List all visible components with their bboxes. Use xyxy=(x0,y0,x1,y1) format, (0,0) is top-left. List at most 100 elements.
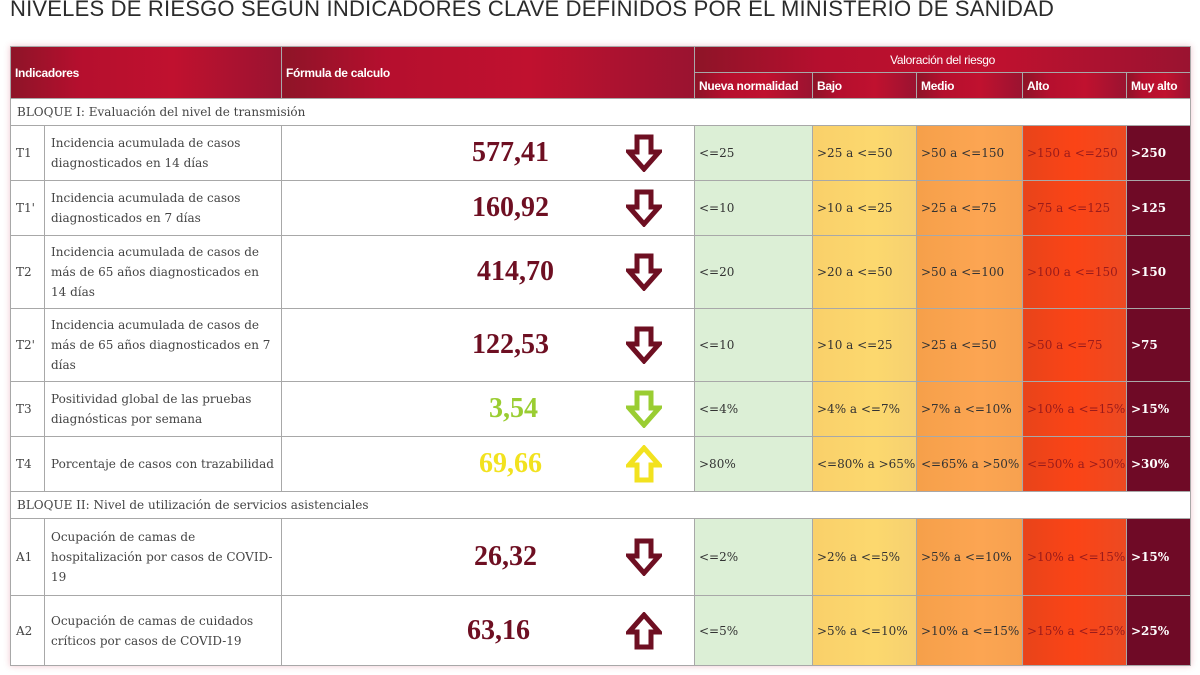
indicator-description: Incidencia acumulada de casos diagnostic… xyxy=(44,125,282,181)
range-medio: >25 a <=50 xyxy=(916,308,1023,382)
indicator-description: Ocupación de camas de hospitalización po… xyxy=(44,518,282,596)
range-alto: >15% a <=25% xyxy=(1022,595,1127,666)
range-alto: >50 a <=75 xyxy=(1022,308,1127,382)
arrow-up-outline-icon xyxy=(623,444,665,483)
range-medio: >7% a <=10% xyxy=(916,381,1023,437)
range-muy-alto: >25% xyxy=(1125,595,1192,666)
indicator-description: Positividad global de las pruebas diagnó… xyxy=(44,381,282,437)
indicator-code: T4 xyxy=(10,436,45,492)
range-nueva-normalidad: <=20 xyxy=(694,235,813,309)
formula-cell: 414,70 xyxy=(281,235,695,309)
range-nueva-normalidad: <=4% xyxy=(694,381,813,437)
formula-cell: 160,92 xyxy=(281,180,695,236)
range-bajo: >10 a <=25 xyxy=(812,180,917,236)
indicator-value: 414,70 xyxy=(477,256,554,287)
header-level-bajo: Bajo xyxy=(812,72,917,99)
block-header-row: BLOQUE I: Evaluación del nivel de transm… xyxy=(9,98,1192,126)
range-muy-alto: >150 xyxy=(1125,235,1192,309)
indicator-description: Ocupación de camas de cuidados críticos … xyxy=(44,595,282,666)
range-nueva-normalidad: <=10 xyxy=(694,180,813,236)
range-bajo: <=80% a >65% xyxy=(812,436,917,492)
range-bajo: >25 a <=50 xyxy=(812,125,917,181)
arrow-down-outline-icon xyxy=(623,134,665,173)
indicator-value: 69,66 xyxy=(479,448,542,479)
indicator-row: A1 Ocupación de camas de hospitalización … xyxy=(10,518,1192,596)
header-level-nueva-normalidad: Nueva normalidad xyxy=(694,72,813,99)
header-formula: Fórmula de calculo xyxy=(281,46,695,99)
header-valoracion: Valoración del riesgo xyxy=(693,46,1192,73)
indicator-code: T1' xyxy=(10,180,45,236)
range-medio: >50 a <=150 xyxy=(916,125,1023,181)
formula-cell: 63,16 xyxy=(281,595,695,666)
indicator-value: 160,92 xyxy=(472,192,549,223)
arrow-down-outline-icon xyxy=(623,189,665,228)
range-muy-alto: >15% xyxy=(1125,518,1192,596)
arrow-down-outline-icon xyxy=(623,538,665,577)
range-medio: >25 a <=75 xyxy=(916,180,1023,236)
range-alto: >10% a <=15% xyxy=(1022,381,1127,437)
indicator-description: Incidencia acumulada de casos de más de … xyxy=(44,308,282,382)
range-medio: >10% a <=15% xyxy=(916,595,1023,666)
formula-cell: 577,41 xyxy=(281,125,695,181)
range-nueva-normalidad: <=10 xyxy=(694,308,813,382)
indicator-row: T4 Porcentaje de casos con trazabilidad 69… xyxy=(10,436,1192,492)
indicator-code: T1 xyxy=(10,125,45,181)
indicator-value: 3,54 xyxy=(489,393,538,424)
range-muy-alto: >30% xyxy=(1125,436,1192,492)
header-level-medio: Medio xyxy=(916,72,1023,99)
block-label: BLOQUE I: Evaluación del nivel de transm… xyxy=(9,98,1192,126)
range-muy-alto: >125 xyxy=(1125,180,1192,236)
range-bajo: >2% a <=5% xyxy=(812,518,917,596)
arrow-down-outline-icon xyxy=(623,390,665,429)
indicator-code: A2 xyxy=(10,595,45,666)
range-alto: >75 a <=125 xyxy=(1022,180,1127,236)
range-bajo: >20 a <=50 xyxy=(812,235,917,309)
indicator-description: Incidencia acumulada de casos de más de … xyxy=(44,235,282,309)
indicator-value: 577,41 xyxy=(472,137,549,168)
formula-cell: 69,66 xyxy=(281,436,695,492)
arrow-up-outline-icon xyxy=(623,610,665,650)
indicator-code: T2 xyxy=(10,235,45,309)
range-medio: >50 a <=100 xyxy=(916,235,1023,309)
range-nueva-normalidad: <=2% xyxy=(694,518,813,596)
indicator-row: T2 Incidencia acumulada de casos de más d… xyxy=(10,235,1192,309)
range-alto: >100 a <=150 xyxy=(1022,235,1127,309)
indicator-row: T1 Incidencia acumulada de casos diagnost… xyxy=(10,125,1192,181)
indicator-description: Porcentaje de casos con trazabilidad xyxy=(44,436,282,492)
block-label: BLOQUE II: Nivel de utilización de servi… xyxy=(9,491,1192,519)
range-bajo: >10 a <=25 xyxy=(812,308,917,382)
arrow-down-outline-icon xyxy=(623,253,665,292)
block-header-row: BLOQUE II: Nivel de utilización de servi… xyxy=(9,491,1192,519)
page-title: NIVELES DE RIESGO SEGÚN INDICADORES CLAV… xyxy=(10,0,1055,21)
indicator-value: 26,32 xyxy=(474,541,537,572)
range-nueva-normalidad: <=5% xyxy=(694,595,813,666)
formula-cell: 3,54 xyxy=(281,381,695,437)
indicator-value: 122,53 xyxy=(472,329,549,360)
indicator-row: T1' Incidencia acumulada de casos diagnos… xyxy=(10,180,1192,236)
header-level-alto: Alto xyxy=(1022,72,1127,99)
range-medio: >5% a <=10% xyxy=(916,518,1023,596)
risk-levels-table: Indicadores Fórmula de calculo Valoració… xyxy=(9,46,1192,666)
indicator-row: A2 Ocupación de camas de cuidados crítico… xyxy=(10,595,1192,666)
header-indicadores: Indicadores xyxy=(10,46,282,99)
range-nueva-normalidad: <=25 xyxy=(694,125,813,181)
indicator-row: T3 Positividad global de las pruebas diag… xyxy=(10,381,1192,437)
indicator-row: T2' Incidencia acumulada de casos de más … xyxy=(10,308,1192,382)
range-bajo: >4% a <=7% xyxy=(812,381,917,437)
range-medio: <=65% a >50% xyxy=(916,436,1023,492)
range-muy-alto: >250 xyxy=(1125,125,1192,181)
indicator-code: A1 xyxy=(10,518,45,596)
range-nueva-normalidad: >80% xyxy=(694,436,813,492)
indicator-description: Incidencia acumulada de casos diagnostic… xyxy=(44,180,282,236)
range-muy-alto: >15% xyxy=(1125,381,1192,437)
arrow-down-outline-icon xyxy=(623,326,665,365)
range-alto: >150 a <=250 xyxy=(1022,125,1127,181)
indicator-code: T3 xyxy=(10,381,45,437)
formula-cell: 122,53 xyxy=(281,308,695,382)
formula-cell: 26,32 xyxy=(281,518,695,596)
range-alto: >10% a <=15% xyxy=(1022,518,1127,596)
indicator-value: 63,16 xyxy=(467,614,530,646)
range-muy-alto: >75 xyxy=(1125,308,1192,382)
range-bajo: >5% a <=10% xyxy=(812,595,917,666)
indicator-code: T2' xyxy=(10,308,45,382)
